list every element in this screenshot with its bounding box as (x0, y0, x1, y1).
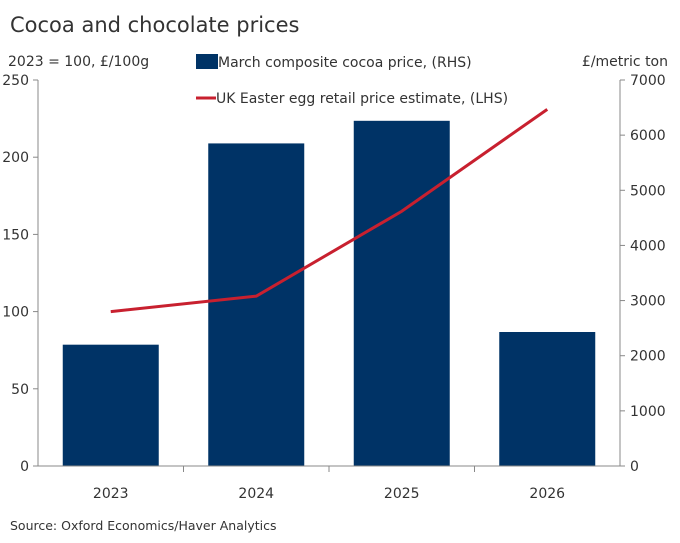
left-tick-label: 150 (2, 227, 29, 243)
left-tick-label: 100 (2, 305, 29, 321)
x-tick-label: 2026 (529, 486, 565, 502)
legend-line-label: UK Easter egg retail price estimate, (LH… (216, 91, 508, 107)
right-tick-label: 5000 (630, 183, 666, 199)
left-tick-label: 0 (20, 459, 29, 475)
legend-bar-label: March composite cocoa price, (RHS) (218, 55, 472, 71)
right-tick-label: 3000 (630, 294, 666, 310)
bar-2024 (208, 143, 305, 466)
left-axis-label: 2023 = 100, £/100g (8, 54, 149, 70)
right-tick-label: 4000 (630, 238, 666, 254)
x-tick-label: 2025 (384, 486, 420, 502)
line-series-easter-egg (110, 108, 549, 314)
right-tick-label: 7000 (630, 73, 666, 89)
right-tick-label: 2000 (630, 349, 666, 365)
left-tick-label: 50 (11, 382, 29, 398)
bar-2026 (499, 332, 596, 466)
right-tick-label: 1000 (630, 404, 666, 420)
x-tick-label: 2023 (93, 486, 129, 502)
right-tick-label: 6000 (630, 128, 666, 144)
bar-2023 (62, 344, 159, 466)
bar-2025 (353, 120, 450, 466)
left-tick-label: 250 (2, 73, 29, 89)
left-tick-label: 200 (2, 150, 29, 166)
right-tick-label: 0 (630, 459, 639, 475)
x-tick-label: 2024 (238, 486, 274, 502)
legend-bar-swatch (196, 54, 218, 69)
source-note: Source: Oxford Economics/Haver Analytics (10, 518, 277, 533)
chart-title: Cocoa and chocolate prices (10, 13, 299, 37)
right-axis-label: £/metric ton (582, 54, 668, 70)
